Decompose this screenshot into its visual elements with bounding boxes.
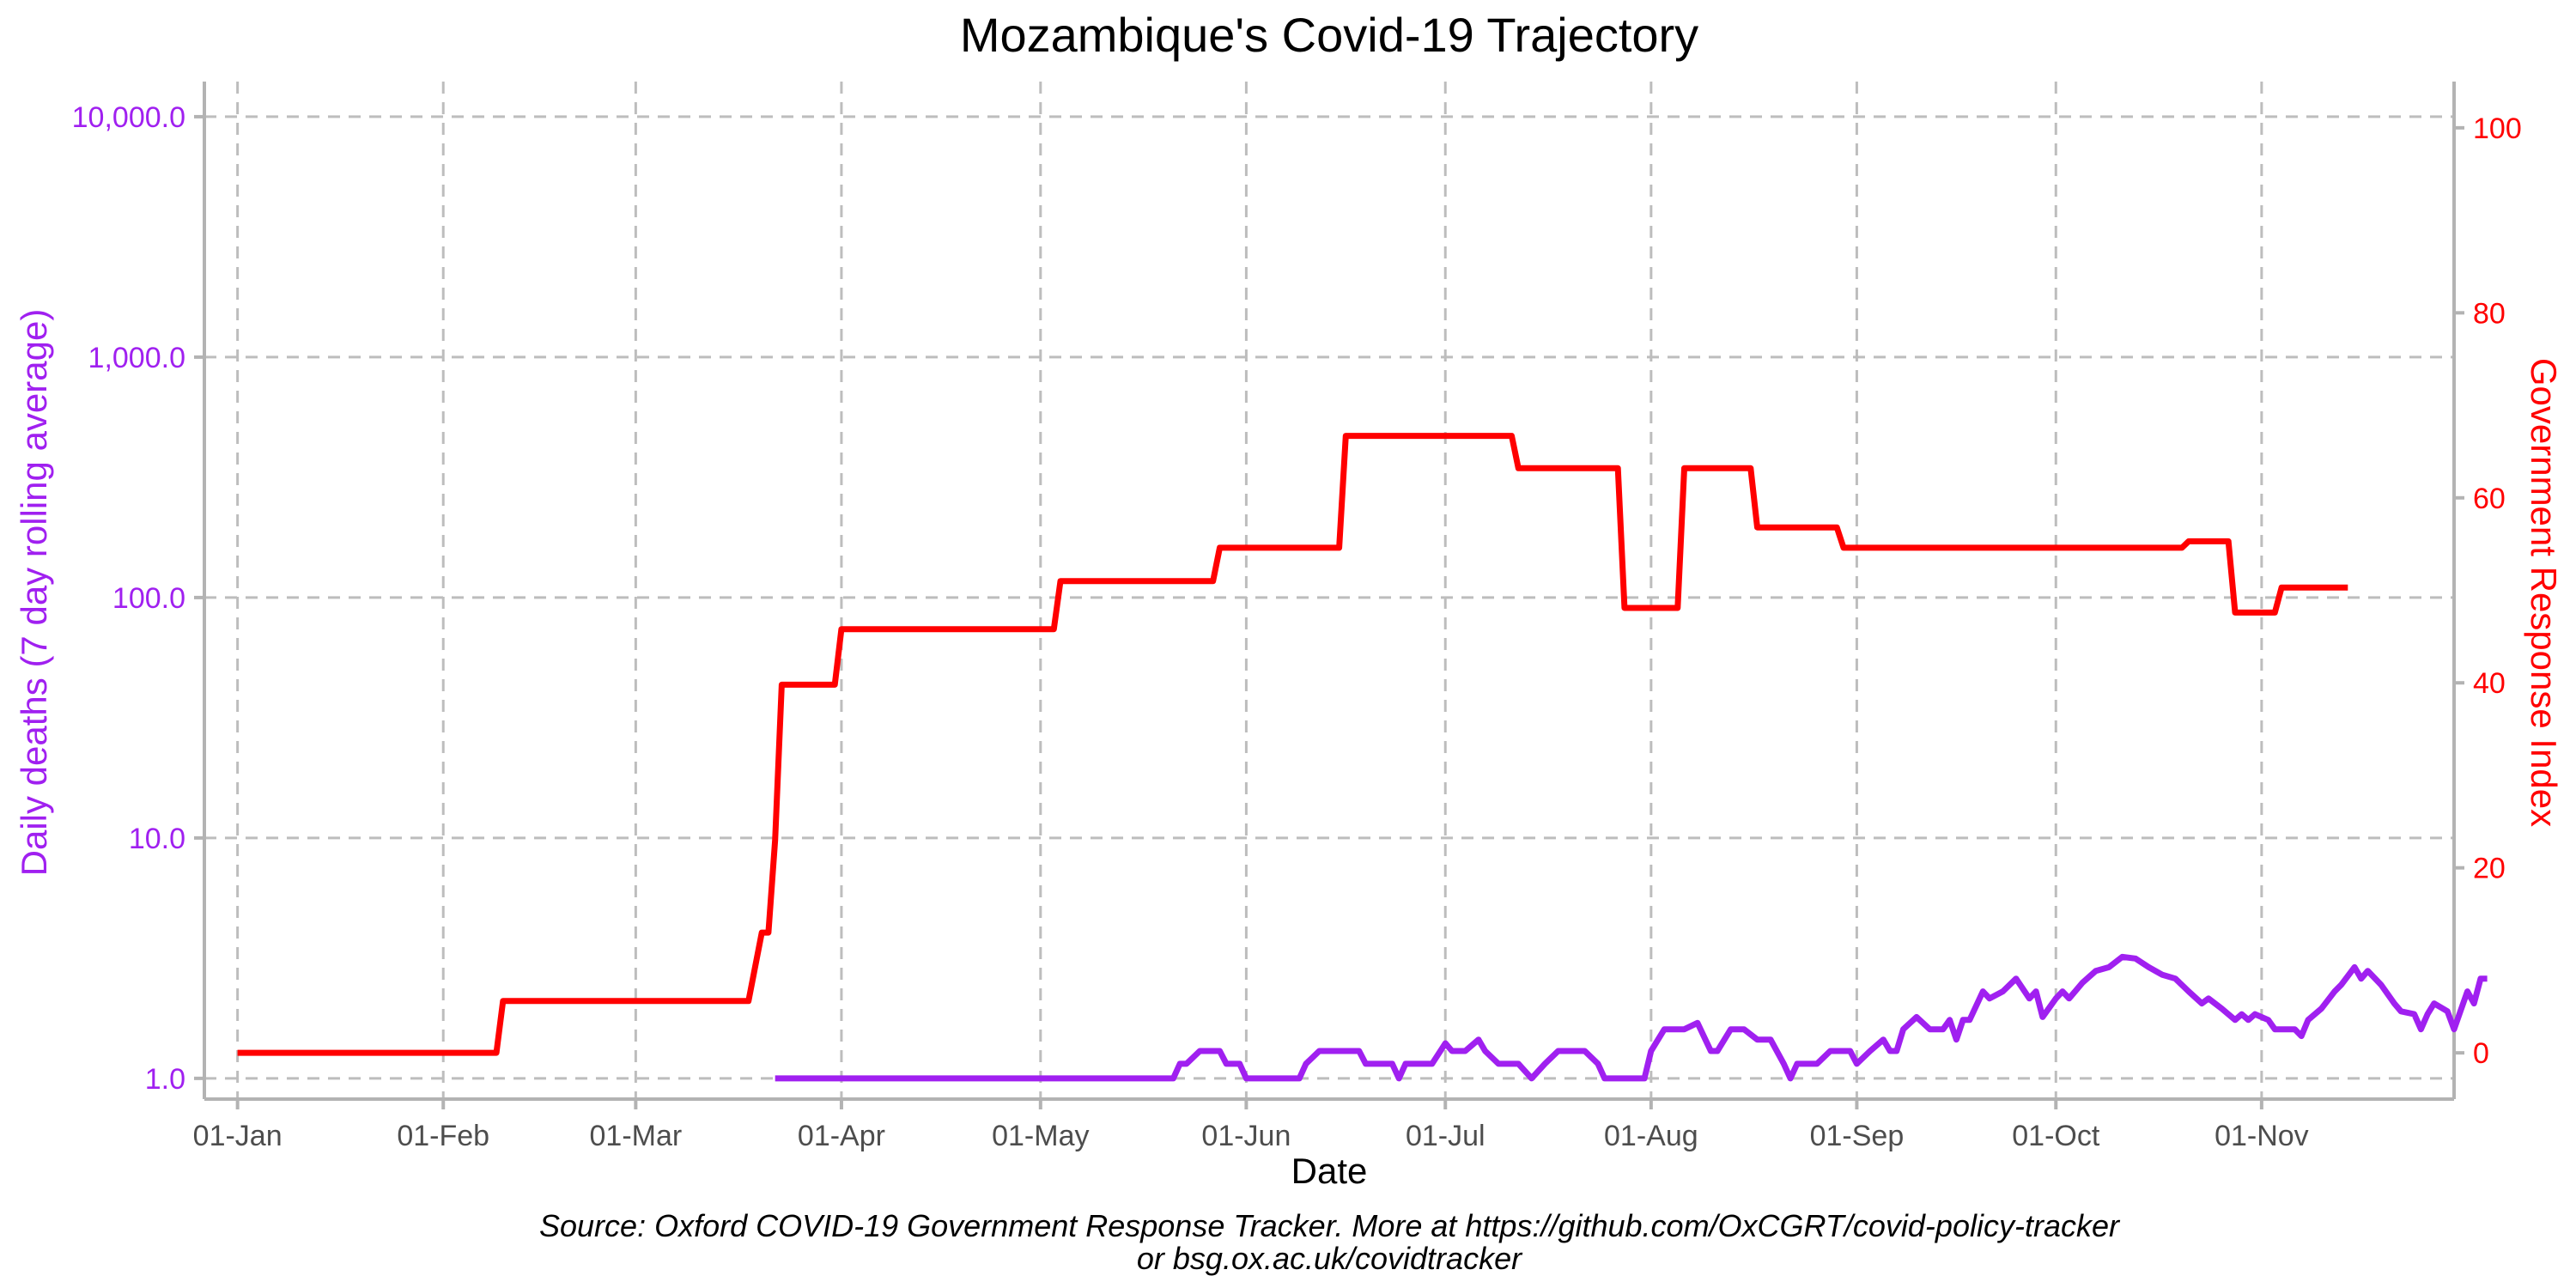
gridlines — [204, 82, 2454, 1099]
tick-labels: 01-Jan 01-Feb 01-Mar 01-Apr 01-May 01-Jun 01-J… — [72, 101, 2522, 1152]
x-tick-label: 01-Jan — [193, 1120, 283, 1152]
left-axis-title: Daily deaths (7 day rolling average) — [14, 309, 54, 877]
x-tick-label: 01-Sep — [1810, 1120, 1905, 1152]
source-caption-line-1: Source: Oxford COVID-19 Government Respo… — [539, 1208, 2121, 1243]
chart-title: Mozambique's Covid-19 Trajectory — [960, 8, 1698, 62]
x-tick-label: 01-Nov — [2215, 1120, 2309, 1152]
daily-deaths-line — [775, 953, 2488, 1082]
left-tick-label: 100.0 — [112, 582, 185, 615]
x-tick-label: 01-Jul — [1406, 1120, 1485, 1152]
source-caption-line-2: or bsg.ox.ac.uk/covidtracker — [1137, 1241, 1523, 1276]
x-tick-label: 01-Oct — [2012, 1120, 2100, 1152]
government-response-index-line — [237, 433, 2348, 1056]
x-tick-label: 01-Mar — [590, 1120, 683, 1152]
right-tick-label: 0 — [2473, 1037, 2489, 1070]
x-tick-label: 01-Feb — [397, 1120, 489, 1152]
series-lines — [237, 433, 2488, 1082]
axes — [194, 82, 2464, 1109]
left-tick-label: 10,000.0 — [72, 101, 185, 134]
left-tick-label: 1,000.0 — [88, 342, 185, 374]
x-axis-title: Date — [1291, 1151, 1368, 1191]
x-tick-label: 01-May — [992, 1120, 1089, 1152]
x-tick-label: 01-Apr — [798, 1120, 885, 1152]
right-tick-label: 80 — [2473, 297, 2506, 330]
x-tick-label: 01-Aug — [1604, 1120, 1698, 1152]
left-tick-label: 1.0 — [145, 1063, 185, 1096]
x-tick-label: 01-Jun — [1201, 1120, 1291, 1152]
right-axis-title: Government Response Index — [2524, 358, 2564, 827]
right-tick-label: 60 — [2473, 483, 2506, 515]
left-tick-label: 10.0 — [129, 823, 185, 855]
right-tick-label: 100 — [2473, 112, 2522, 145]
right-tick-label: 40 — [2473, 667, 2506, 700]
right-tick-label: 20 — [2473, 853, 2506, 885]
